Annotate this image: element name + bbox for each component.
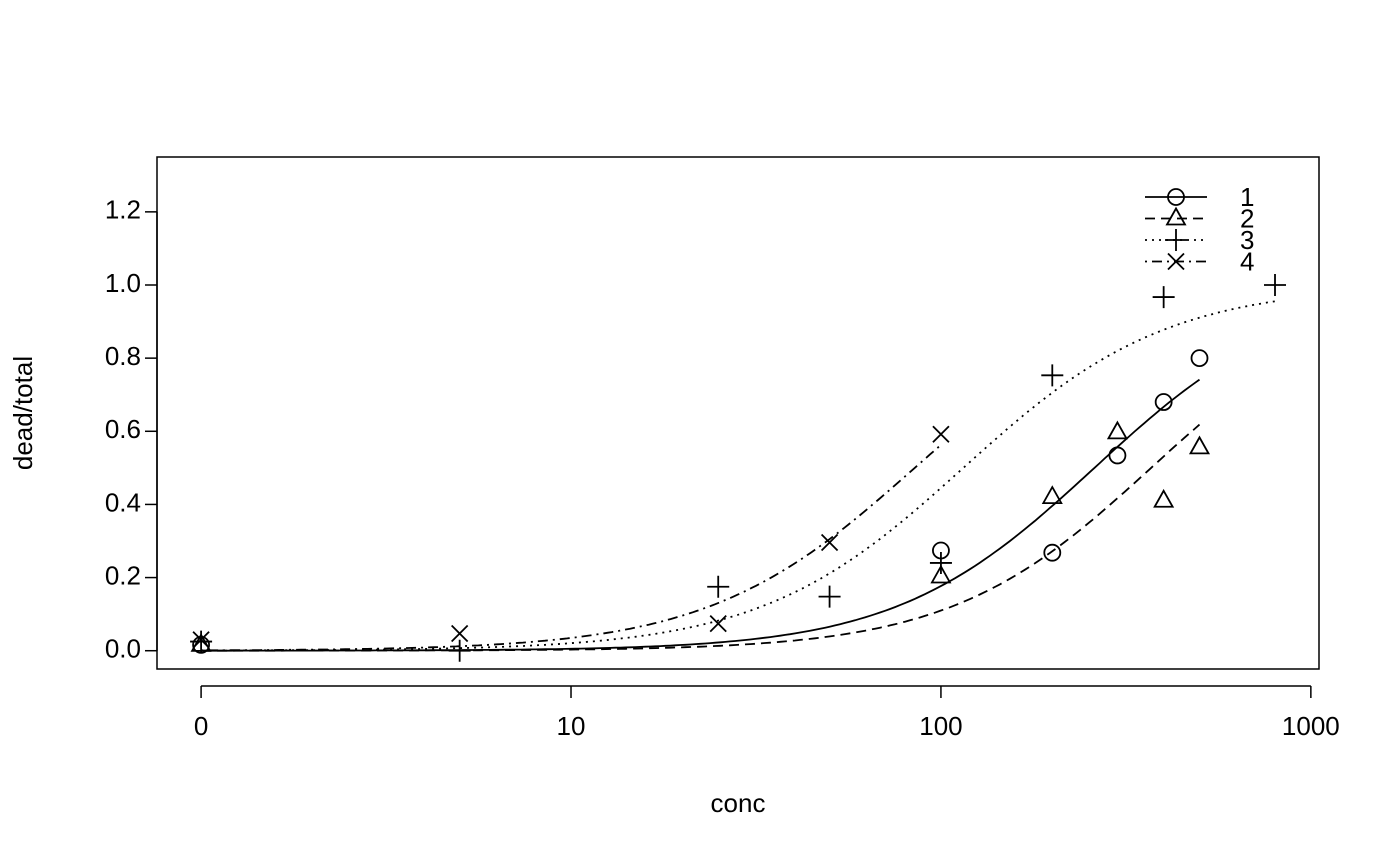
point — [1041, 485, 1063, 505]
point — [818, 585, 841, 608]
y-tick-label: 0.0 — [105, 634, 141, 664]
point — [192, 631, 210, 649]
fit-curve — [201, 300, 1276, 652]
point — [932, 425, 950, 443]
point — [930, 564, 952, 584]
legend-marker — [1165, 206, 1187, 226]
point — [1043, 543, 1062, 562]
point — [1153, 488, 1175, 508]
y-tick-label: 0.2 — [105, 560, 141, 590]
point — [1041, 364, 1064, 387]
legend-marker — [1167, 188, 1185, 206]
legend-marker — [1165, 229, 1187, 251]
legend-label: 2 — [1240, 203, 1254, 233]
point — [1152, 286, 1175, 309]
point — [1106, 420, 1128, 440]
y-tick-label: 1.0 — [105, 268, 141, 298]
point — [707, 575, 730, 598]
y-tick-label: 0.6 — [105, 414, 141, 444]
point — [709, 615, 727, 633]
x-tick-label: 0 — [194, 711, 208, 741]
fit-curve — [201, 423, 1201, 652]
x-axis-label: conc — [711, 788, 766, 818]
point — [448, 639, 471, 662]
point — [1190, 349, 1209, 368]
x-tick-label: 100 — [919, 711, 962, 741]
point — [1188, 435, 1211, 455]
fit-curve — [201, 378, 1201, 652]
point — [1264, 274, 1287, 296]
legend-marker — [1167, 252, 1185, 271]
x-tick-label: 1000 — [1282, 711, 1340, 741]
legend-label: 3 — [1240, 225, 1254, 255]
legend-label: 1 — [1240, 182, 1254, 212]
legend-label: 4 — [1240, 246, 1254, 276]
point — [1154, 393, 1173, 411]
point — [929, 551, 952, 574]
fit-curve — [201, 444, 942, 652]
point — [1108, 446, 1127, 465]
point — [820, 533, 839, 552]
y-axis-label: dead/total — [8, 356, 38, 470]
point — [451, 624, 469, 643]
y-tick-label: 0.8 — [105, 341, 141, 371]
point — [190, 630, 213, 653]
y-tick-label: 0.4 — [105, 487, 141, 517]
plot-box — [156, 156, 1320, 670]
x-tick-label: 10 — [557, 711, 586, 741]
y-tick-label: 1.2 — [105, 195, 141, 225]
